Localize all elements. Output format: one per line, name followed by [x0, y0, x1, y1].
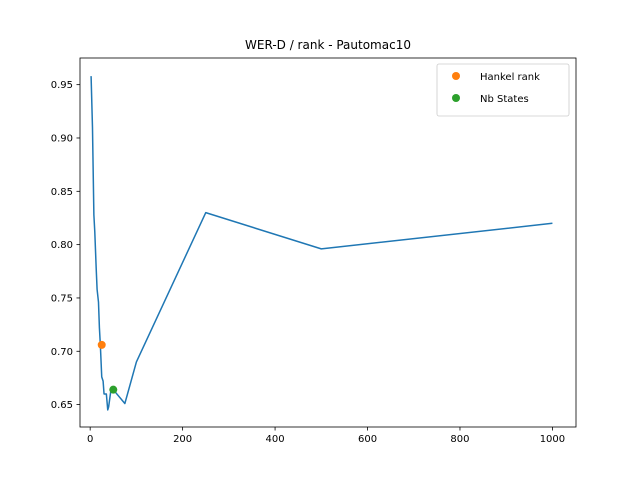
- y-tick-label: 0.75: [51, 293, 73, 304]
- x-tick-label: 800: [450, 434, 469, 445]
- legend: Hankel rank Nb States: [436, 63, 570, 117]
- x-tick-label: 0: [87, 434, 93, 445]
- y-tick-label: 0.65: [51, 400, 73, 411]
- x-tick-label: 1000: [540, 434, 565, 445]
- scatter-point-nb-states: [109, 385, 118, 394]
- legend-label: Hankel rank: [480, 72, 540, 83]
- scatter-point-hankel-rank: [97, 340, 106, 349]
- y-tick-label: 0.90: [51, 133, 73, 144]
- y-tick-label: 0.85: [51, 187, 73, 198]
- y-tick-label: 0.95: [51, 80, 73, 91]
- plot-marks: [90, 76, 553, 411]
- x-tick-label: 400: [266, 434, 285, 445]
- chart-title: WER-D / rank - Pautomac10: [245, 38, 411, 52]
- x-tick-label: 200: [173, 434, 192, 445]
- y-tick-label: 0.70: [51, 347, 73, 358]
- legend-box: [436, 63, 570, 117]
- plot-frame: [79, 57, 577, 428]
- series-line: [90, 76, 553, 411]
- axes: 0 200 400 600 800 1000 0.65 0.70 0.75 0.80 0.85 0.9…: [51, 57, 577, 445]
- x-tick-label: 600: [358, 434, 377, 445]
- legend-marker: [452, 72, 460, 80]
- y-tick-label: 0.80: [51, 240, 73, 251]
- legend-label: Nb States: [480, 94, 529, 105]
- legend-marker: [452, 94, 460, 102]
